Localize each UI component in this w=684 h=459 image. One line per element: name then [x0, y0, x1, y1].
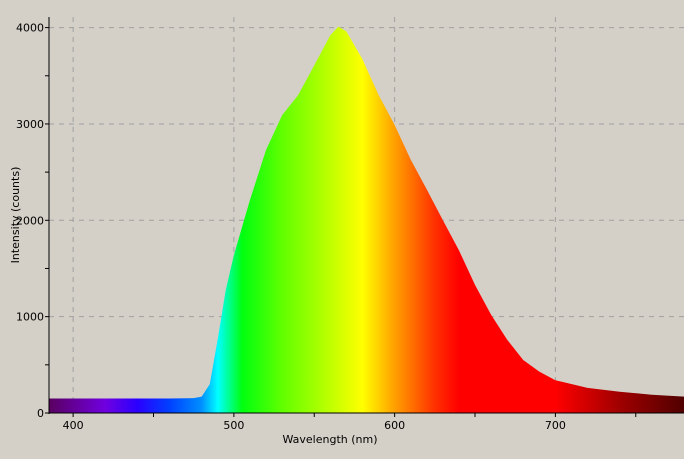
x-tick-label: 600: [384, 419, 405, 432]
x-tick-label: 500: [223, 419, 244, 432]
y-tick-label: 4000: [16, 22, 44, 35]
y-tick-label: 3000: [16, 118, 44, 131]
axes: 0 1000 2000 3000 4000 400 500 600 700: [16, 17, 684, 432]
y-tick-label: 1000: [16, 311, 44, 324]
y-tick-label: 0: [37, 407, 44, 420]
x-tick-label: 700: [545, 419, 566, 432]
x-tick-label: 400: [63, 419, 84, 432]
x-axis-label: Wavelength (nm): [282, 433, 377, 446]
y-tick-label: 2000: [16, 214, 44, 227]
y-axis-label: Intensity (counts): [9, 167, 22, 264]
spectrum-area: [49, 26, 684, 413]
